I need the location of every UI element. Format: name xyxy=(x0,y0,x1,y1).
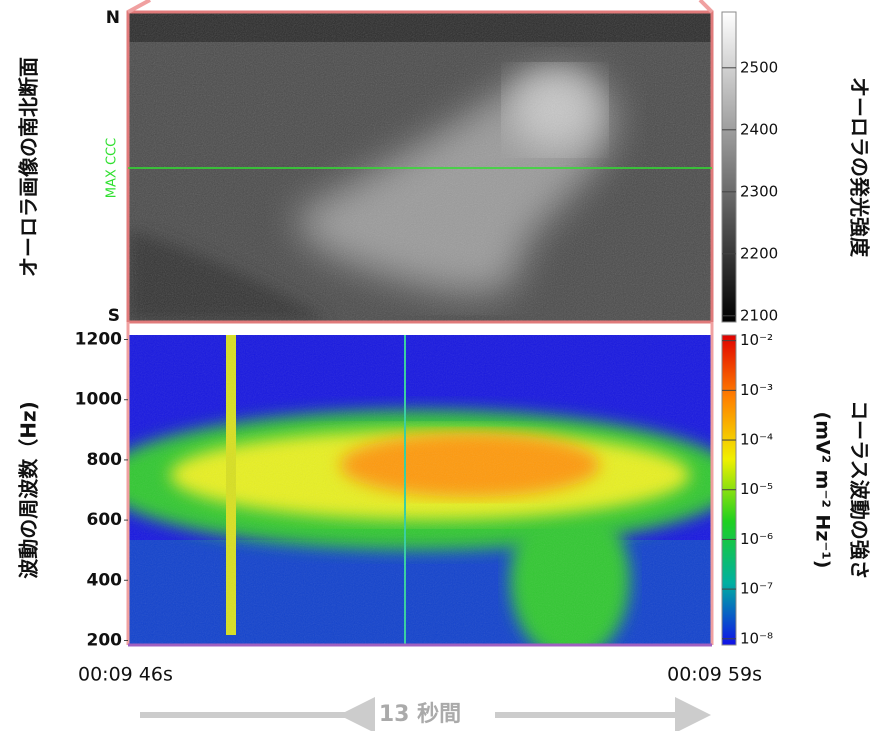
y-tick-label: S xyxy=(108,306,120,326)
y-axis-label: オーロラ画像の南北断面 xyxy=(17,57,41,277)
colorbar-tick-label: 10⁻⁸ xyxy=(740,629,773,647)
annotation: MAX CCC xyxy=(105,138,120,198)
colorbar-tick-label: 2200 xyxy=(740,244,778,262)
colorbar-tick-label: 10⁻² xyxy=(740,331,773,349)
y-tick-label: 800 xyxy=(87,450,123,470)
colorbar-label: オーロラの発光強度 xyxy=(848,77,872,258)
highlight-frame xyxy=(126,10,714,324)
y-axis-label: 波動の周波数（Hz) xyxy=(17,401,41,579)
y-tick-label: 1200 xyxy=(75,330,122,350)
colorbar-tick-label: 10⁻⁷ xyxy=(740,580,773,598)
colorbar-tick-label: 2400 xyxy=(740,120,778,138)
y-tick-label: 600 xyxy=(87,510,123,530)
x-tick-label: 00:09 59s xyxy=(667,664,762,686)
colorbar-tick-label: 10⁻⁵ xyxy=(740,480,773,498)
colorbar-tick-label: 10⁻⁴ xyxy=(740,431,773,449)
colorbar xyxy=(721,11,737,323)
colorbar-tick-label: 2300 xyxy=(740,182,778,200)
frame-line xyxy=(698,0,714,14)
colorbar-tick-label: 2100 xyxy=(740,306,778,324)
spectrogram-image xyxy=(128,335,712,645)
y-tick-label: N xyxy=(106,8,120,28)
y-tick-label: 400 xyxy=(87,570,123,590)
colorbar-tick-label: 10⁻⁶ xyxy=(740,530,773,548)
y-tick-label: 200 xyxy=(87,630,123,650)
y-tick-label: 1000 xyxy=(75,390,122,410)
duration-label: 13 秒間 xyxy=(379,702,461,727)
aurora-image xyxy=(128,12,712,322)
colorbar-tick-label: 10⁻³ xyxy=(740,381,773,399)
colorbar-tick-label: 2500 xyxy=(740,58,778,76)
colorbar-units: (mV² m⁻² Hz⁻¹) xyxy=(812,412,834,569)
x-tick-label: 00:09 46s xyxy=(78,664,173,686)
frame-line xyxy=(127,0,151,14)
colorbar-label: コーラス波動の強さ xyxy=(848,400,872,580)
